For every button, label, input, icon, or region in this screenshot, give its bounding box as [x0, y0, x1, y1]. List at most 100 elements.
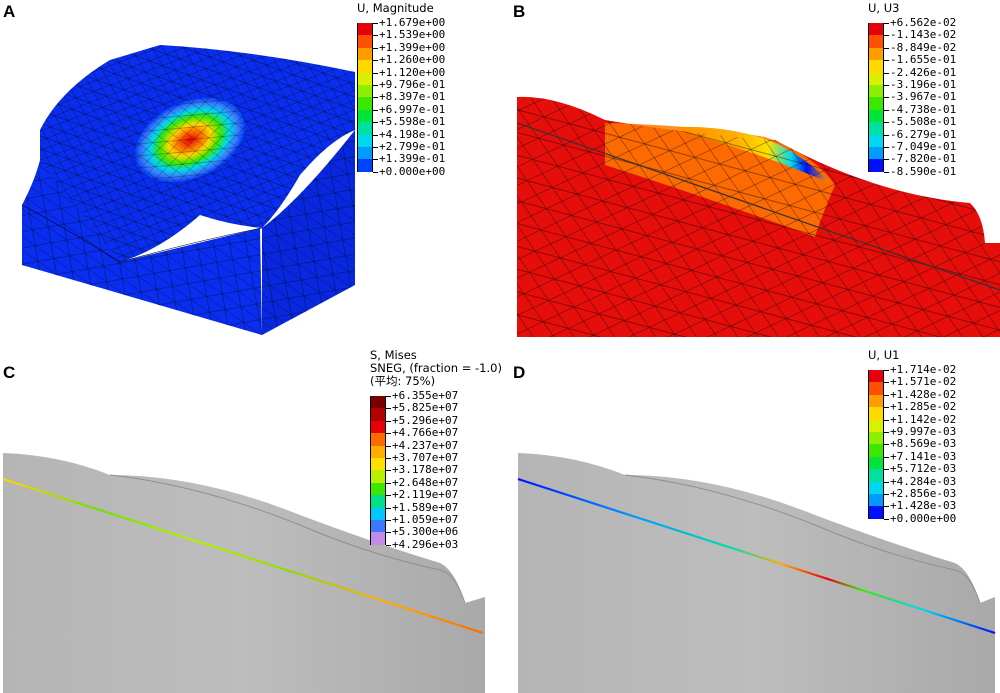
legend-b-swatch [868, 60, 884, 73]
legend-d-row: +1.428e-03 [868, 499, 956, 519]
legend-a-swatch [357, 35, 373, 48]
legend-d-swatch [868, 419, 884, 432]
legend-c-swatch [370, 482, 386, 496]
legend-c-value: +4.766e+07 [392, 426, 459, 440]
legend-d-tick [884, 444, 889, 446]
legend-b-row: -8.849e-02 [868, 41, 956, 61]
legend-a-rows: +1.679e+00 +1.539e+00 +1.399e+00 +1.260e+00… [357, 16, 445, 178]
legend-a-swatch [357, 109, 373, 123]
legend-b-swatch [868, 47, 884, 61]
legend-d-tick [884, 431, 889, 433]
legend-c-tick [386, 408, 391, 410]
legend-b-tick [884, 97, 889, 99]
legend-a-value: +5.598e-01 [379, 115, 446, 129]
legend-a-tick [373, 72, 378, 74]
legend-c-value: +4.296e+03 [392, 537, 459, 551]
panel-d-slope-render [517, 453, 996, 693]
legend-c-swatch [370, 433, 386, 446]
panel-c-slope-render [2, 453, 485, 693]
legend-c-title-line-2: SNEG, (fraction = -1.0) [370, 361, 502, 375]
legend-c-value: +6.355e+07 [392, 389, 459, 402]
legend-b-row: -3.967e-01 [868, 90, 956, 110]
legend-d-value: +4.284e-03 [890, 474, 957, 488]
legend-b-value: -8.590e-01 [890, 164, 957, 178]
legend-b-swatch [868, 134, 884, 147]
legend-a-row: +9.796e-01 [357, 78, 445, 98]
legend-a-swatch [357, 60, 373, 73]
legend-c-swatch [370, 495, 386, 508]
legend-c-title: S, Mises SNEG, (fraction = -1.0) (平均: 75… [370, 349, 502, 388]
legend-a-row: +1.679e+00 [357, 16, 445, 36]
legend-b-row: -3.196e-01 [868, 78, 956, 98]
legend-c-row: +3.707e+07 [370, 450, 502, 471]
legend-a-tick [373, 122, 378, 124]
legend-d-tick [884, 506, 889, 508]
legend-b-tick [884, 146, 889, 148]
legend-d-value: +5.712e-03 [890, 462, 957, 476]
legend-b-swatch [868, 122, 884, 135]
legend-a-tick [373, 35, 378, 37]
legend-a-tick [373, 134, 378, 136]
legend-a-row: +1.120e+00 [357, 66, 445, 85]
legend-d-value: +7.141e-03 [890, 449, 957, 463]
legend-b-row: -2.426e-01 [868, 66, 956, 85]
legend-d-tick [884, 469, 889, 471]
legend-b-value: -3.967e-01 [890, 90, 957, 104]
legend-d-value: +1.142e-02 [890, 412, 957, 426]
legend-a-row: +6.997e-01 [357, 103, 445, 123]
legend-d-swatch [868, 431, 884, 445]
legend-b-tick [884, 47, 889, 49]
legend-c-row: +5.300e+06 [370, 525, 502, 545]
legend-b-tick [884, 72, 889, 74]
legend-c-row: +5.825e+07 [370, 401, 502, 421]
legend-a-tick [373, 159, 378, 161]
legend-b-value: -2.426e-01 [890, 65, 957, 79]
legend-a-tick [373, 84, 378, 86]
legend-d-swatch [868, 481, 884, 494]
legend-d-swatch [868, 407, 884, 420]
legend-b-tick [884, 35, 889, 37]
legend-c-tick [386, 495, 391, 497]
legend-c-tick [386, 544, 391, 546]
legend-d-swatch [868, 382, 884, 395]
legend-c-row: +6.355e+07 [370, 389, 502, 409]
legend-c-tick [386, 420, 391, 422]
panel-label-c: C [3, 363, 16, 382]
legend-a-swatch [357, 47, 373, 61]
legend-a-row: +4.198e-01 [357, 128, 445, 147]
legend-c-rows: +6.355e+07 +5.825e+07 +5.296e+07 +4.766e+07… [370, 389, 502, 551]
legend-a-swatch [357, 84, 373, 98]
legend-d-swatch [868, 506, 884, 519]
legend-c-value: +1.059e+07 [392, 512, 459, 526]
legend-d-tick [884, 370, 889, 371]
legend-b-value: -5.508e-01 [890, 115, 957, 129]
legend-c-value: +3.707e+07 [392, 450, 459, 464]
legend-d-value: +1.428e-03 [890, 499, 957, 513]
legend-b-swatch [868, 35, 884, 48]
legend-b-row: -7.820e-01 [868, 152, 956, 172]
legend-c-row: +4.237e+07 [370, 438, 502, 458]
legend-d-tick [884, 407, 889, 409]
legend-a-tick [373, 171, 378, 173]
legend-c-tick [386, 507, 391, 509]
legend-d-value: +0.000e+00 [890, 511, 957, 525]
legend-c-swatch [370, 470, 386, 483]
legend-a-tick [373, 97, 378, 99]
legend-c-swatch [370, 408, 386, 421]
legend-c-row: +3.178e+07 [370, 463, 502, 483]
legend-c-title-line-1: S, Mises [370, 348, 417, 362]
legend-b: U, U3 +6.562e-02 -1.143e-02 -8.849e-02 -1.6… [868, 2, 956, 178]
legend-a-value: +1.399e-01 [379, 152, 446, 166]
legend-d-row: +7.141e-03 [868, 450, 956, 470]
legend-c-tick [386, 445, 391, 447]
legend-d-swatch [868, 394, 884, 408]
legend-b-value: -6.279e-01 [890, 127, 957, 141]
panel-label-b: B [513, 2, 526, 21]
legend-d-title-line: U, U1 [868, 348, 900, 362]
legend-d: U, U1 +1.714e-02 +1.571e-02 +1.428e-02 +1.2… [868, 348, 956, 525]
legend-a-row: +0.000e+00 [357, 165, 445, 178]
legend-b-swatch [868, 97, 884, 110]
legend-a-swatch [357, 146, 373, 160]
legend-c-value: +4.237e+07 [392, 438, 459, 452]
legend-a-row: +1.399e-01 [357, 152, 445, 172]
